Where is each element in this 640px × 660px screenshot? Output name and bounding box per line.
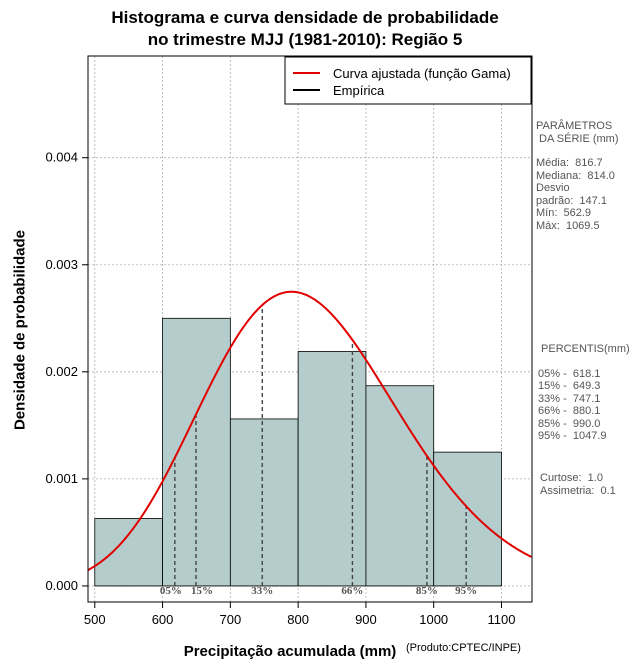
x-axis-label: Precipitação acumulada (mm) <box>183 643 397 660</box>
percentile-15: 15% - 649.3 <box>538 380 601 392</box>
shape-stats-panel: Curtose: 1.0 Assimetria: 0.1 <box>540 472 616 497</box>
parameters-subheading: DA SÉRIE (mm) <box>536 132 619 145</box>
percentile-label: 33% <box>251 585 273 597</box>
parameters-panel: PARÂMETROS DA SÉRIE (mm) Média: 816.7 Me… <box>536 120 619 232</box>
percentile-label: 15% <box>191 585 213 597</box>
percentile-label: 85% <box>416 585 438 597</box>
percentile-label: 95% <box>455 585 477 597</box>
y-tick-label: 0.000 <box>45 578 78 593</box>
legend-label: Curva ajustada (função Gama) <box>333 66 511 81</box>
x-tick-label: 1000 <box>419 612 448 627</box>
chart-title-line1: Histograma e curva densidade de probabil… <box>111 8 499 27</box>
histogram-bar <box>365 385 435 587</box>
param-max: Máx: 1069.5 <box>536 219 600 232</box>
x-tick-label: 1100 <box>488 612 516 627</box>
percentile-05: 05% - 618.1 <box>538 367 601 380</box>
param-stddev-label: Desvio <box>536 182 570 194</box>
percentile-85: 85% - 990.0 <box>538 417 601 430</box>
x-tick-label: 600 <box>152 612 174 627</box>
y-tick-label: 0.003 <box>45 257 78 272</box>
x-tick-label: 800 <box>287 612 309 627</box>
legend-label: Empírica <box>333 83 385 98</box>
percentile-label: 05% <box>160 585 182 597</box>
histogram-bar <box>94 518 163 587</box>
y-axis-label: Densidade de probabilidade <box>11 229 29 431</box>
percentile-label: 66% <box>341 585 363 597</box>
stat-kurtosis: Curtose: 1.0 <box>540 472 603 484</box>
y-tick-label: 0.004 <box>45 150 78 165</box>
source-note: (Produto:CPTEC/INPE) <box>406 642 521 654</box>
percentile-95: 95% - 1047.9 <box>538 430 607 442</box>
y-tick-label: 0.001 <box>45 471 78 486</box>
parameters-heading: PARÂMETROS <box>536 120 613 132</box>
x-tick-label: 900 <box>355 612 377 627</box>
histogram-bar <box>433 451 502 587</box>
histogram-bar <box>229 418 299 587</box>
plot-frame <box>87 55 533 603</box>
legend: Curva ajustada (função Gama) Empírica <box>284 56 532 105</box>
param-mean: Média: 816.7 <box>536 157 603 169</box>
param-median: Mediana: 814.0 <box>536 169 615 182</box>
percentiles-heading: PERCENTIS(mm) <box>538 343 630 355</box>
percentile-33: 33% - 747.1 <box>538 392 601 405</box>
x-tick-label: 500 <box>84 612 106 627</box>
param-min: Mín: 562.9 <box>536 207 592 219</box>
y-tick-label: 0.002 <box>45 364 78 379</box>
percentile-66: 66% - 880.1 <box>538 405 601 417</box>
fitted-gamma-curve <box>88 290 532 571</box>
legend-box <box>284 56 532 105</box>
histogram-bar <box>297 351 367 587</box>
stat-skewness: Assimetria: 0.1 <box>540 484 616 497</box>
percentiles-panel: PERCENTIS(mm) 05% - 618.1 15% - 649.3 33… <box>538 343 630 443</box>
param-stddev: padrão: 147.1 <box>536 194 607 207</box>
chart-title-line2: no trimestre MJJ (1981-2010): Região 5 <box>147 30 463 49</box>
x-tick-label: 700 <box>219 612 241 627</box>
